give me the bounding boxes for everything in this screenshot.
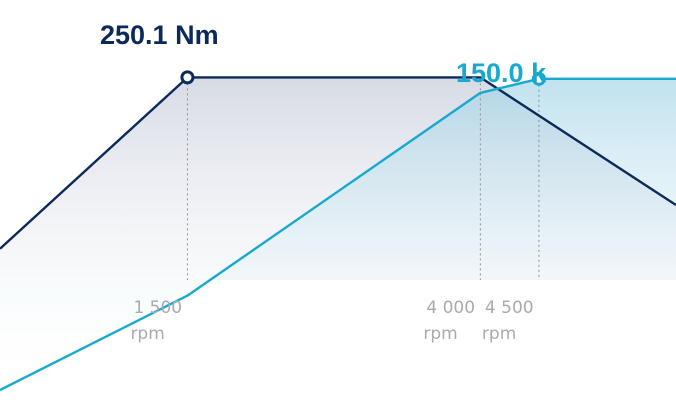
- torque-peak-label: 250.1 Nm: [100, 20, 219, 50]
- x-tick-unit: rpm: [130, 324, 164, 344]
- power-line: [0, 77, 676, 392]
- chart-areas: [0, 77, 676, 391]
- x-tick-label: 1 500: [133, 298, 182, 318]
- x-tick-label: 4 000: [426, 298, 475, 318]
- peak-markers: [180, 70, 546, 86]
- power-peak-label: 150.0 k: [456, 58, 547, 88]
- series-lines: [0, 76, 676, 392]
- x-tick-unit: rpm: [423, 324, 457, 344]
- power-area: [0, 78, 676, 391]
- x-tick-label: 4 500: [485, 298, 534, 318]
- torque-peak-marker: [180, 70, 195, 85]
- x-tick-unit: rpm: [482, 324, 516, 344]
- power-peak-marker: [531, 71, 546, 86]
- chart-labels: 250.1 Nm 150.0 k 1 500 rpm 4 000 rpm 4 500 rpm: [100, 20, 547, 344]
- torque-line: [0, 76, 676, 250]
